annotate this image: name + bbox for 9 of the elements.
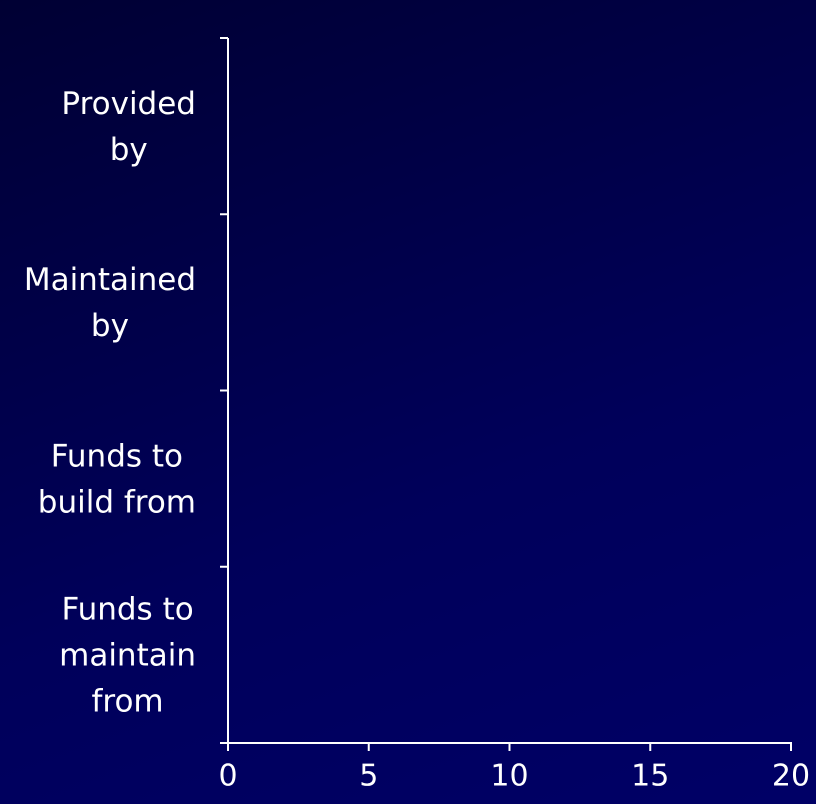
x-tick-label: 10 xyxy=(490,758,529,794)
y-tick-label: Maintained by xyxy=(24,262,196,344)
x-tick-label: 20 xyxy=(772,758,810,794)
x-tick-label: 0 xyxy=(218,758,238,794)
y-tick-label: Provided by xyxy=(61,86,196,168)
y-tick-label: Funds to build from xyxy=(38,438,196,520)
y-tick-label: Funds to maintain from xyxy=(59,592,196,720)
x-tick-label: 15 xyxy=(631,758,670,794)
x-tick-label: 5 xyxy=(359,758,378,794)
